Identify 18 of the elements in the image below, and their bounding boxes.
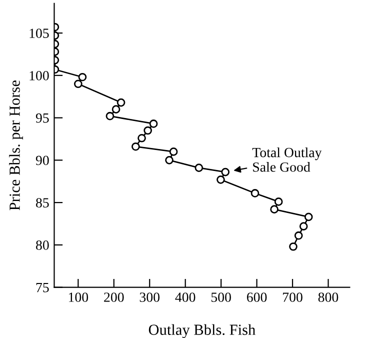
- x-tick-label: 300: [140, 292, 160, 302]
- y-tick-label: 85: [36, 198, 49, 208]
- y-tick-label: 90: [36, 156, 49, 166]
- x-tick-label: 600: [246, 292, 267, 302]
- y-tick-label: 95: [36, 113, 49, 123]
- y-tick-label: 80: [36, 240, 49, 250]
- y-tick-label: 75: [36, 283, 49, 292]
- annotation: Total Outlay Sale Good: [252, 147, 322, 172]
- x-tick-label: 100: [68, 292, 88, 302]
- y-axis-title: Price Bbls. per Horse: [9, 80, 23, 210]
- x-tick-label: 700: [283, 292, 302, 302]
- x-tick-label: 200: [104, 292, 124, 302]
- y-tick-label: 105: [30, 28, 49, 38]
- y-tick-label: 100: [30, 71, 49, 80]
- x-tick-label: 800: [318, 292, 338, 302]
- x-tick-label: 500: [211, 292, 231, 302]
- x-tick-label: 400: [175, 292, 196, 302]
- x-axis-title: Outlay Bbls. Fish: [148, 324, 256, 338]
